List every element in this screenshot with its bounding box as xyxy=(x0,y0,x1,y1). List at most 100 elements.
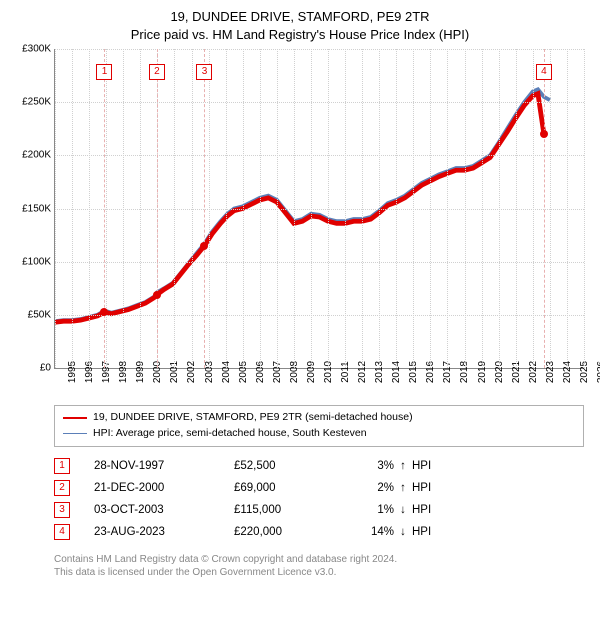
sales-pct: 3% xyxy=(334,460,394,472)
grid-h xyxy=(55,315,584,316)
sales-row: 1 28-NOV-1997£52,5003%↑HPI xyxy=(54,455,584,477)
sales-date: 23-AUG-2023 xyxy=(94,526,234,538)
grid-v xyxy=(533,49,534,368)
sale-marker-line xyxy=(104,49,105,368)
arrow-icon: ↑ xyxy=(394,460,412,472)
grid-v xyxy=(584,49,585,368)
sale-marker-box: 4 xyxy=(536,64,552,80)
grid-v xyxy=(362,49,363,368)
grid-v xyxy=(277,49,278,368)
grid-v xyxy=(260,49,261,368)
title-block: 19, DUNDEE DRIVE, STAMFORD, PE9 2TR Pric… xyxy=(12,8,588,43)
grid-v xyxy=(482,49,483,368)
grid-v xyxy=(123,49,124,368)
y-tick-label: £300K xyxy=(22,44,51,55)
x-tick-label: 2026 xyxy=(584,361,600,383)
arrow-icon: ↑ xyxy=(394,482,412,494)
sales-pct: 1% xyxy=(334,504,394,516)
sale-marker-line xyxy=(204,49,205,368)
legend-swatch xyxy=(63,433,87,434)
legend-label: 19, DUNDEE DRIVE, STAMFORD, PE9 2TR (sem… xyxy=(93,410,413,426)
arrow-icon: ↓ xyxy=(394,504,412,516)
grid-v xyxy=(379,49,380,368)
grid-v xyxy=(192,49,193,368)
grid-h xyxy=(55,49,584,50)
sale-marker-dot xyxy=(540,130,548,138)
grid-h xyxy=(55,155,584,156)
sales-marker: 4 xyxy=(54,524,70,540)
legend-label: HPI: Average price, semi-detached house,… xyxy=(93,426,367,442)
sale-marker-dot xyxy=(153,291,161,299)
arrow-icon: ↓ xyxy=(394,526,412,538)
sales-hpi-label: HPI xyxy=(412,504,431,516)
grid-h xyxy=(55,102,584,103)
grid-v xyxy=(311,49,312,368)
grid-h xyxy=(55,262,584,263)
sale-marker-box: 1 xyxy=(96,64,112,80)
title-line1: 19, DUNDEE DRIVE, STAMFORD, PE9 2TR xyxy=(12,8,588,26)
sales-marker: 2 xyxy=(54,480,70,496)
sales-hpi-label: HPI xyxy=(412,526,431,538)
sales-price: £52,500 xyxy=(234,460,334,472)
sales-row: 4 23-AUG-2023£220,00014%↓HPI xyxy=(54,521,584,543)
sales-price: £115,000 xyxy=(234,504,334,516)
grid-v xyxy=(516,49,517,368)
y-tick-label: £100K xyxy=(22,256,51,267)
legend-row: 19, DUNDEE DRIVE, STAMFORD, PE9 2TR (sem… xyxy=(63,410,575,426)
legend-swatch xyxy=(63,417,87,419)
y-tick-label: £200K xyxy=(22,150,51,161)
grid-v xyxy=(447,49,448,368)
sale-marker-box: 2 xyxy=(149,64,165,80)
sales-date: 03-OCT-2003 xyxy=(94,504,234,516)
footer: Contains HM Land Registry data © Crown c… xyxy=(54,553,584,580)
grid-v xyxy=(89,49,90,368)
legend-row: HPI: Average price, semi-detached house,… xyxy=(63,426,575,442)
grid-v xyxy=(294,49,295,368)
sales-date: 28-NOV-1997 xyxy=(94,460,234,472)
sales-hpi-label: HPI xyxy=(412,482,431,494)
grid-v xyxy=(243,49,244,368)
chart-container: 19, DUNDEE DRIVE, STAMFORD, PE9 2TR Pric… xyxy=(0,0,600,590)
plot-area: £0£50K£100K£150K£200K£250K£300K199519961… xyxy=(54,49,584,369)
sale-marker-dot xyxy=(100,308,108,316)
grid-v xyxy=(396,49,397,368)
grid-v xyxy=(499,49,500,368)
y-tick-label: £150K xyxy=(22,203,51,214)
grid-v xyxy=(106,49,107,368)
grid-v xyxy=(55,49,56,368)
footer-line2: This data is licensed under the Open Gov… xyxy=(54,566,584,580)
chart-area: £0£50K£100K£150K£200K£250K£300K199519961… xyxy=(54,49,584,369)
grid-v xyxy=(174,49,175,368)
sale-marker-line xyxy=(157,49,158,368)
title-line2: Price paid vs. HM Land Registry's House … xyxy=(12,26,588,44)
legend: 19, DUNDEE DRIVE, STAMFORD, PE9 2TR (sem… xyxy=(54,405,584,447)
y-tick-label: £0 xyxy=(40,363,51,374)
series-hpi xyxy=(55,90,550,322)
sales-row: 3 03-OCT-2003£115,0001%↓HPI xyxy=(54,499,584,521)
grid-v xyxy=(226,49,227,368)
grid-v xyxy=(413,49,414,368)
sales-pct: 14% xyxy=(334,526,394,538)
grid-v xyxy=(209,49,210,368)
sales-row: 221-DEC-2000£69,0002%↑HPI xyxy=(54,477,584,499)
grid-v xyxy=(430,49,431,368)
footer-line1: Contains HM Land Registry data © Crown c… xyxy=(54,553,584,567)
sales-price: £69,000 xyxy=(234,482,334,494)
sale-marker-line xyxy=(544,49,545,368)
sales-marker: 1 xyxy=(54,458,70,474)
grid-v xyxy=(72,49,73,368)
sales-price: £220,000 xyxy=(234,526,334,538)
grid-v xyxy=(567,49,568,368)
grid-v xyxy=(465,49,466,368)
grid-v xyxy=(550,49,551,368)
grid-v xyxy=(345,49,346,368)
grid-v xyxy=(328,49,329,368)
sale-marker-dot xyxy=(200,242,208,250)
sales-table: 128-NOV-1997£52,5003%↑HPI221-DEC-2000£69… xyxy=(54,455,584,543)
sales-hpi-label: HPI xyxy=(412,460,431,472)
sale-marker-box: 3 xyxy=(196,64,212,80)
sales-marker: 3 xyxy=(54,502,70,518)
grid-h xyxy=(55,209,584,210)
sales-date: 21-DEC-2000 xyxy=(94,482,234,494)
y-tick-label: £50K xyxy=(28,309,51,320)
